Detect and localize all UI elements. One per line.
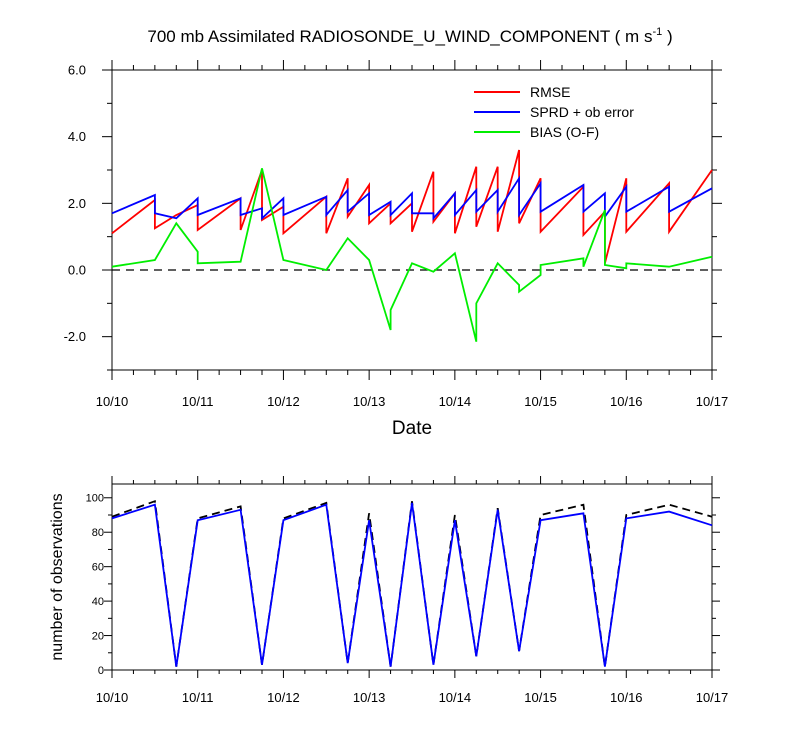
title-prefix: 700 mb Assimilated RADIOSONDE_U_WIND_COM…	[147, 27, 652, 46]
bottom-y-tick-labels: 0 20 40 60 80 100	[86, 493, 104, 677]
x-tick-label: 10/15	[524, 394, 557, 409]
top-series	[111, 149, 713, 342]
x-tick-label: 10/13	[353, 394, 386, 409]
x-tick-label: 10/17	[696, 394, 729, 409]
bottom-ticks	[104, 476, 720, 678]
top-ticks	[102, 60, 722, 380]
x-tick-label: 10/13	[353, 690, 386, 705]
x-tick-label: 10/12	[267, 690, 300, 705]
y-tick-label: 40	[92, 596, 104, 608]
legend-label-spread: SPRD + ob error	[530, 104, 634, 120]
series-line-rmse	[111, 149, 713, 264]
y-tick-label: 60	[92, 562, 104, 574]
y-tick-label: 20	[92, 630, 104, 642]
y-axis-title-observations: number of observations	[49, 493, 66, 660]
y-tick-label: 0	[98, 665, 104, 677]
y-tick-label: 0.0	[68, 263, 86, 278]
y-tick-label: 80	[92, 527, 104, 539]
x-tick-label: 10/11	[182, 394, 214, 409]
title-superscript: -1	[652, 26, 662, 38]
x-tick-label: 10/14	[439, 394, 472, 409]
y-tick-label: -2.0	[64, 329, 86, 344]
series-line-obs-used	[111, 502, 713, 667]
x-tick-label: 10/10	[96, 690, 129, 705]
top-panel: -2.00.02.04.06.0 10/10 10/11 10/12 10/13 10/…	[64, 60, 729, 439]
x-tick-label: 10/15	[524, 690, 557, 705]
legend-label-bias: BIAS (O-F)	[530, 124, 599, 140]
x-axis-title: Date	[392, 418, 432, 439]
bottom-plot-frame	[111, 483, 713, 671]
y-tick-label: 100	[86, 493, 104, 505]
x-tick-label: 10/12	[267, 394, 300, 409]
bottom-series	[111, 499, 713, 667]
x-tick-label: 10/10	[96, 394, 129, 409]
y-tick-label: 6.0	[68, 63, 86, 78]
title-suffix: )	[662, 27, 672, 46]
x-tick-label: 10/11	[182, 690, 214, 705]
x-tick-label: 10/17	[696, 690, 729, 705]
top-x-tick-labels: 10/10 10/11 10/12 10/13 10/14 10/15 10/16 10/17	[96, 394, 729, 409]
chart-title: 700 mb Assimilated RADIOSONDE_U_WIND_COM…	[147, 26, 672, 46]
top-y-tick-labels: -2.0 0.0 2.0 4.0 6.0	[64, 63, 86, 345]
x-tick-label: 10/14	[439, 690, 472, 705]
y-tick-label: 2.0	[68, 196, 86, 211]
x-tick-label: 10/16	[610, 394, 643, 409]
bottom-x-tick-labels: 10/10 10/11 10/12 10/13 10/14 10/15 10/16 10/17	[96, 690, 729, 705]
series-line-bias-o-f	[111, 168, 713, 342]
series-line-obs-possible	[111, 499, 713, 667]
x-tick-label: 10/16	[610, 690, 643, 705]
series-line-sprd-ob-error	[111, 175, 713, 221]
legend-label-rmse: RMSE	[530, 84, 570, 100]
legend: RMSE SPRD + ob error BIAS (O-F)	[474, 84, 634, 140]
y-tick-label: 4.0	[68, 129, 86, 144]
